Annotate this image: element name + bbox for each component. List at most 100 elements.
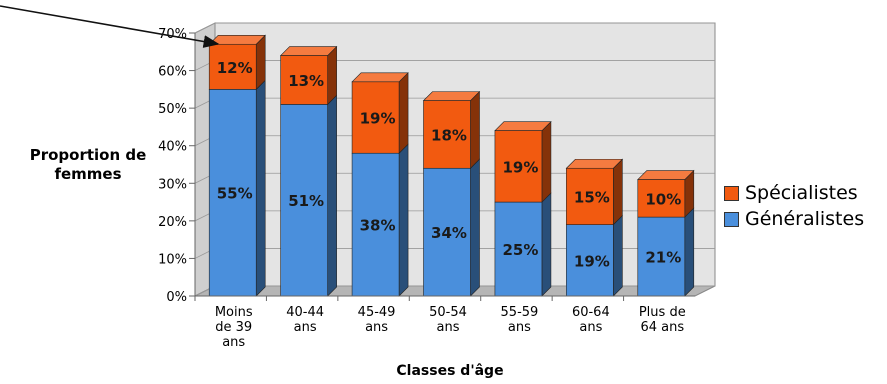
y-axis-ticks: 0% 10% 20% 30% 40% 50% 60% 70%	[158, 27, 196, 305]
bar-side-generalistes-6	[684, 207, 695, 297]
x-tick-label-line-2-1: ans	[365, 320, 388, 335]
y-tick-label-1: 10%	[158, 252, 187, 267]
x-tick-label-line-4-0: 55-59	[501, 305, 539, 320]
data-label-specialistes-2: 19%	[360, 110, 396, 128]
bar-specialistes-3: 18%	[422, 90, 481, 169]
x-tick-label-line-5-0: 60-64	[572, 305, 610, 320]
data-label-generalistes-4: 25%	[502, 241, 538, 259]
bar-specialistes-5: 15%	[565, 158, 624, 226]
bar-top-specialistes-4	[494, 121, 552, 131]
x-tick-label-line-2-0: 45-49	[358, 305, 396, 320]
y-tick-label-3: 30%	[158, 177, 187, 192]
y-tick-label-4: 40%	[158, 140, 187, 155]
bar-side-generalistes-0	[255, 79, 266, 297]
y-axis-label-line-1: Proportion de	[29, 146, 147, 164]
bar-front-generalistes-1	[280, 104, 328, 297]
bar-side-generalistes-2	[398, 143, 409, 297]
bar-specialistes-0: 12%	[208, 34, 266, 91]
legend-label-generalistes: Généralistes	[745, 208, 865, 230]
bar-specialistes-6: 10%	[637, 169, 695, 218]
legend-label-specialistes: Spécialistes	[745, 182, 858, 204]
data-label-specialistes-3: 18%	[431, 126, 467, 144]
x-tick-label-line-3-1: ans	[437, 320, 460, 335]
x-tick-label-5: 60-64 ans	[572, 305, 610, 335]
bar-front-specialistes-2	[351, 81, 400, 154]
x-tick-label-2: 45-49 ans	[358, 305, 396, 335]
x-tick-label-0: Moins de 39 ans	[215, 305, 253, 350]
data-label-specialistes-4: 19%	[502, 158, 538, 176]
bar-front-specialistes-4	[494, 130, 543, 203]
bar-front-specialistes-0	[208, 43, 257, 90]
legend-item-generalistes: Généralistes	[724, 206, 864, 232]
x-tick-label-line-1-1: ans	[294, 320, 317, 335]
grid-line-7	[194, 22, 715, 34]
bar-front-specialistes-1	[280, 55, 328, 105]
bar-front-generalistes-2	[351, 152, 400, 297]
x-tick-label-line-0-0: Moins	[215, 305, 253, 320]
x-tick-label-line-4-1: ans	[508, 320, 531, 335]
bar-side-specialistes-2	[398, 72, 409, 154]
data-label-generalistes-5: 19%	[574, 252, 610, 270]
bar-specialistes-1: 13%	[279, 45, 338, 106]
bar-specialistes-2: 19%	[351, 72, 409, 154]
x-tick-label-line-6-1: 64 ans	[640, 320, 684, 335]
bar-front-specialistes-6	[637, 179, 686, 218]
bar-top-specialistes-2	[351, 72, 409, 83]
x-tick-label-line-6-0: Plus de	[639, 305, 686, 320]
bar-side-specialistes-5	[613, 158, 623, 226]
bar-top-specialistes-5	[565, 158, 624, 169]
x-tick-label-4: 55-59 ans	[501, 305, 539, 335]
x-tick-label-3: 50-54 ans	[429, 305, 467, 335]
bar-side-generalistes-4	[541, 192, 552, 297]
bar-top-specialistes-6	[637, 170, 695, 180]
x-tick-label-line-0-1: de 39	[215, 320, 252, 335]
bar-side-generalistes-1	[327, 94, 337, 297]
data-label-generalistes-6: 21%	[645, 249, 681, 267]
bar-generalistes-4: 25%	[494, 192, 552, 297]
x-tick-label-line-5-1: ans	[579, 320, 602, 335]
bar-generalistes-0: 55%	[208, 79, 266, 297]
arrow-annotation	[0, 5, 220, 48]
bar-front-specialistes-3	[423, 100, 471, 169]
y-axis-label-line-2: femmes	[54, 165, 122, 183]
bar-side-specialistes-3	[470, 90, 480, 169]
legend-swatch-generalistes	[724, 211, 739, 227]
bar-front-specialistes-5	[566, 167, 614, 225]
x-tick-label-6: Plus de 64 ans	[639, 305, 686, 335]
legend-swatch-specialistes	[724, 185, 739, 201]
data-label-generalistes-1: 51%	[288, 192, 324, 210]
bar-front-generalistes-6	[637, 216, 686, 297]
bar-top-specialistes-1	[279, 46, 338, 56]
bar-generalistes-3: 34%	[423, 158, 480, 297]
bar-side-specialistes-0	[255, 34, 266, 91]
x-tick-label-line-3-0: 50-54	[429, 305, 467, 320]
bar-specialistes-4: 19%	[494, 120, 552, 203]
y-tick-label-7: 70%	[158, 27, 187, 42]
data-label-specialistes-0: 12%	[217, 59, 253, 77]
x-tick-label-line-1-0: 40-44	[286, 305, 324, 320]
bar-top-specialistes-0	[208, 34, 266, 45]
bar-front-generalistes-4	[494, 201, 543, 297]
x-tick-label-1: 40-44 ans	[286, 305, 324, 335]
bar-side-generalistes-5	[613, 214, 623, 297]
x-tick-label-line-0-2: ans	[222, 335, 245, 350]
y-tick-label-5: 50%	[158, 102, 187, 117]
arrow-line	[0, 5, 220, 48]
bar-front-generalistes-5	[566, 224, 614, 297]
y-tick-label-6: 60%	[158, 65, 187, 80]
bar-side-generalistes-3	[470, 158, 480, 297]
y-tick-label-0: 0%	[166, 290, 187, 305]
data-label-specialistes-1: 13%	[288, 72, 324, 90]
bar-generalistes-5: 19%	[566, 214, 623, 297]
y-tick-label-2: 20%	[158, 215, 187, 230]
bars: 55% 12% 51% 13% 38% 19% 34% 18% 25% 19% 19% 15% 21% 1…	[208, 34, 695, 297]
data-label-specialistes-5: 15%	[574, 188, 610, 206]
legend-item-specialistes: Spécialistes	[724, 180, 864, 206]
data-label-generalistes-0: 55%	[217, 185, 253, 203]
bar-front-generalistes-3	[423, 167, 471, 297]
bar-generalistes-6: 21%	[637, 207, 695, 297]
x-axis-label: Classes d'âge	[396, 363, 504, 379]
data-label-generalistes-2: 38%	[360, 217, 396, 235]
